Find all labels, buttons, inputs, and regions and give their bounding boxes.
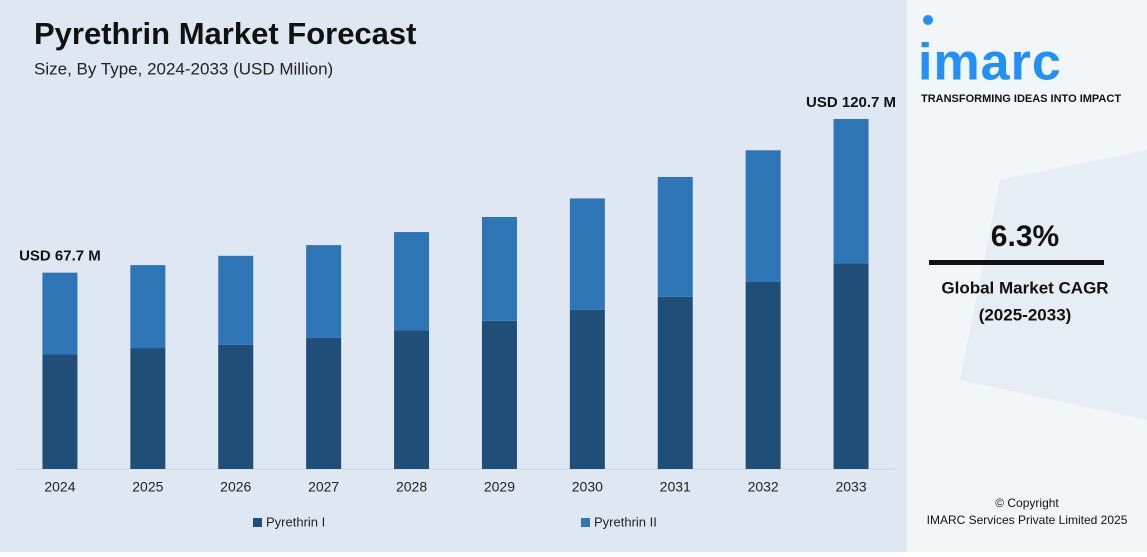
bar-segment [833, 263, 869, 469]
legend-swatch [581, 518, 590, 527]
bar-segment [745, 281, 781, 469]
x-tick-label: 2028 [396, 479, 427, 495]
bar-segment [130, 265, 166, 349]
copyright: © Copyright [995, 496, 1059, 510]
total-label: USD 67.7 M [19, 248, 101, 265]
bar-segment [394, 232, 430, 331]
bar-segment [306, 337, 342, 469]
x-tick-label: 2033 [835, 479, 866, 495]
bar-segment [218, 255, 254, 345]
legend-swatch [253, 518, 262, 527]
bar-segment [42, 354, 78, 469]
legend-label: Pyrethrin II [594, 514, 657, 529]
bar-segment [306, 245, 342, 338]
x-tick-label: 2024 [44, 479, 75, 495]
x-tick-label: 2031 [660, 479, 691, 495]
cagr-period: (2025-2033) [979, 305, 1072, 324]
bar-segment [130, 348, 166, 469]
decor [960, 150, 1147, 420]
logo: imarc [918, 34, 1062, 92]
bar-segment [218, 344, 254, 469]
chart-title: Pyrethrin Market Forecast [34, 16, 416, 51]
cagr-label: Global Market CAGR [941, 278, 1108, 297]
bar-segment [657, 296, 693, 469]
tagline: TRANSFORMING IDEAS INTO IMPACT [921, 93, 1121, 105]
bar-segment [481, 320, 517, 469]
logo-dot [923, 15, 933, 25]
x-tick-label: 2029 [484, 479, 515, 495]
x-tick-label: 2032 [748, 479, 779, 495]
x-tick-label: 2030 [572, 479, 603, 495]
cagr-value: 6.3% [991, 220, 1059, 253]
chart-subtitle: Size, By Type, 2024-2033 (USD Million) [34, 59, 333, 78]
bar-segment [745, 150, 781, 282]
company: IMARC Services Private Limited 2025 [927, 513, 1128, 527]
bar-segment [394, 330, 430, 469]
total-label: USD 120.7 M [806, 94, 896, 111]
bar-segment [42, 272, 78, 355]
bar-segment [569, 198, 605, 310]
bar-segment [569, 309, 605, 469]
cagr-rule [929, 260, 1104, 265]
legend-label: Pyrethrin I [266, 514, 325, 529]
bar-segment [833, 118, 869, 264]
x-tick-label: 2025 [132, 479, 163, 495]
x-tick-label: 2026 [220, 479, 251, 495]
bar-segment [481, 216, 517, 321]
bar-segment [657, 176, 693, 297]
x-tick-label: 2027 [308, 479, 339, 495]
